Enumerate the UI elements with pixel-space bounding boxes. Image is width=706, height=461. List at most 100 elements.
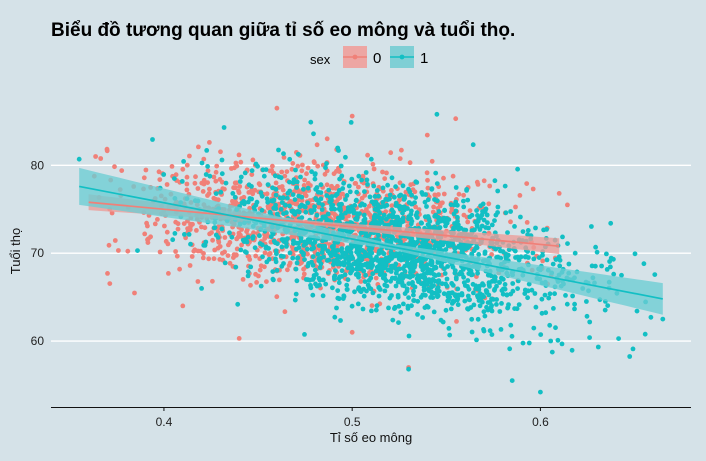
point-sex1: [280, 195, 286, 201]
point-sex0: [144, 220, 150, 226]
point-sex1: [505, 230, 510, 236]
point-sex1: [334, 305, 339, 311]
point-sex1: [565, 241, 570, 247]
point-sex1: [181, 159, 187, 164]
point-sex1: [426, 223, 432, 229]
point-sex1: [465, 197, 471, 203]
point-sex0: [436, 192, 441, 197]
point-sex1: [362, 202, 367, 208]
point-sex0: [299, 168, 305, 174]
point-sex0: [205, 193, 210, 198]
point-sex1: [384, 283, 390, 289]
point-sex0: [252, 187, 258, 193]
point-sex0: [195, 279, 201, 284]
point-sex0: [195, 186, 201, 191]
point-sex1: [509, 378, 515, 383]
point-sex1: [616, 336, 621, 341]
point-sex1: [500, 291, 506, 297]
point-sex1: [434, 291, 440, 297]
point-sex1: [354, 189, 360, 195]
point-sex1: [495, 188, 501, 194]
point-sex1: [438, 263, 444, 269]
point-sex1: [560, 234, 565, 240]
point-sex1: [494, 283, 499, 289]
point-sex1: [333, 193, 339, 198]
point-sex0: [489, 252, 494, 257]
point-sex1: [418, 264, 424, 269]
point-sex1: [522, 291, 528, 296]
point-sex1: [474, 337, 479, 343]
point-sex0: [200, 255, 206, 261]
point-sex1: [405, 303, 411, 309]
point-sex1: [359, 177, 364, 183]
point-sex1: [314, 197, 320, 203]
point-sex1: [642, 331, 648, 337]
point-sex0: [196, 144, 201, 150]
point-sex0: [180, 303, 186, 309]
point-sex0: [264, 279, 269, 284]
point-sex1: [302, 257, 307, 262]
point-sex1: [520, 340, 526, 346]
point-sex1: [219, 171, 225, 177]
point-sex1: [444, 276, 450, 282]
point-sex1: [320, 202, 325, 208]
point-sex1: [500, 276, 506, 282]
point-sex1: [223, 180, 229, 186]
point-sex0: [207, 186, 212, 192]
point-sex1: [325, 248, 331, 254]
point-sex1: [245, 199, 251, 205]
point-sex1: [641, 261, 647, 267]
point-sex1: [464, 187, 470, 192]
point-sex1: [310, 262, 316, 268]
point-sex1: [270, 269, 276, 274]
point-sex1: [249, 168, 255, 174]
point-sex1: [301, 186, 306, 192]
point-sex1: [278, 253, 284, 259]
point-sex1: [365, 282, 371, 288]
point-sex1: [312, 176, 318, 182]
point-sex1: [336, 276, 342, 281]
point-sex1: [323, 165, 328, 171]
point-sex1: [526, 340, 532, 346]
point-sex1: [235, 301, 241, 307]
point-sex1: [211, 225, 217, 231]
point-sex1: [405, 206, 410, 211]
point-sex1: [242, 170, 248, 176]
point-sex0: [382, 176, 388, 182]
point-sex1: [179, 179, 185, 184]
point-sex1: [279, 244, 285, 250]
point-sex0: [152, 221, 158, 227]
point-sex0: [218, 149, 223, 155]
point-sex1: [422, 265, 428, 271]
point-sex1: [344, 282, 350, 288]
point-sex1: [348, 270, 353, 276]
point-sex1: [605, 303, 611, 308]
point-sex1: [502, 183, 508, 189]
point-sex1: [411, 254, 416, 260]
point-sex1: [481, 328, 487, 334]
point-sex0: [289, 166, 295, 172]
point-sex1: [415, 312, 420, 317]
point-sex0: [162, 223, 167, 229]
point-sex0: [257, 267, 263, 273]
point-sex1: [380, 199, 386, 205]
point-sex1: [463, 227, 469, 233]
point-sex0: [202, 225, 208, 231]
point-sex0: [454, 319, 459, 324]
point-sex1: [431, 238, 436, 244]
point-sex1: [550, 261, 556, 267]
point-sex1: [526, 281, 532, 287]
point-sex1: [298, 174, 303, 180]
point-sex1: [444, 283, 450, 289]
point-sex1: [425, 286, 431, 292]
point-sex0: [258, 263, 264, 269]
point-sex1: [468, 268, 474, 274]
point-sex0: [236, 152, 242, 158]
point-sex1: [627, 354, 633, 359]
point-sex1: [331, 243, 336, 249]
point-sex1: [308, 285, 314, 291]
point-sex1: [295, 208, 301, 214]
point-sex1: [294, 278, 300, 284]
point-sex0: [229, 166, 234, 171]
point-sex1: [331, 274, 337, 280]
